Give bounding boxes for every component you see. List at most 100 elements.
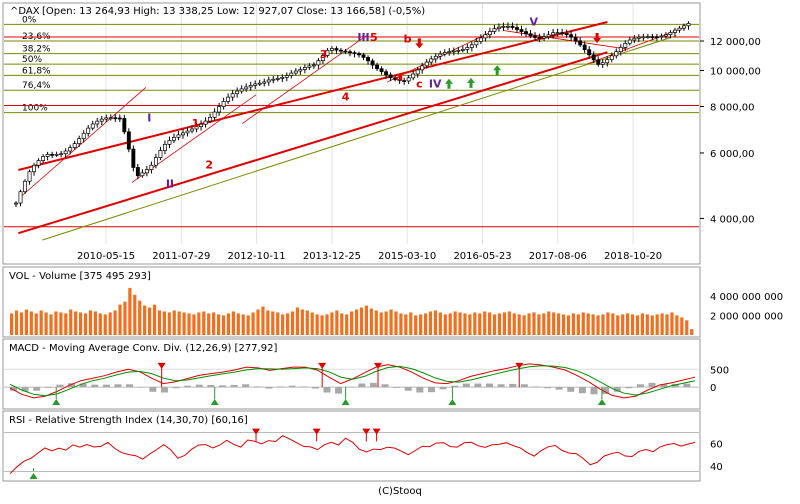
candle-body — [506, 25, 510, 28]
candle-body — [510, 25, 515, 28]
volume-bar — [325, 314, 329, 335]
candle-body — [384, 71, 389, 76]
volume-bar — [571, 313, 576, 335]
candle-body — [27, 171, 32, 182]
buy-triangle-icon — [210, 399, 219, 405]
volume-bar — [83, 313, 88, 335]
candle-body — [172, 136, 176, 141]
candle-body — [122, 118, 127, 133]
volume-bar — [202, 311, 206, 335]
candle-body — [524, 31, 528, 35]
volume-bar — [216, 314, 221, 335]
candle-body — [284, 75, 289, 78]
macd-histogram-bar — [369, 382, 377, 388]
rsi-line — [9, 435, 696, 475]
wave-label: a — [396, 70, 403, 83]
macd-histogram-bar — [10, 387, 17, 391]
candle-body — [393, 77, 398, 80]
macd-histogram-bar — [532, 386, 540, 388]
candle-body — [632, 37, 637, 41]
macd-histogram-bar — [335, 387, 343, 394]
volume-bar — [561, 314, 566, 335]
x-tick-label: 2013-12-25 — [303, 251, 361, 262]
volume-bar — [488, 312, 492, 335]
macd-histogram-bar — [625, 387, 633, 389]
candle-body — [582, 44, 587, 51]
rsi-title: RSI - Relative Strength Index (14,30,70)… — [9, 415, 248, 426]
volume-tick-label: 4 000 000 000 — [710, 292, 783, 303]
macd-histogram-bar — [671, 383, 679, 388]
candle-body — [185, 130, 190, 134]
candle-body — [14, 202, 18, 205]
volume-bar — [502, 312, 507, 335]
macd-histogram-bar — [474, 383, 482, 388]
candle-body — [343, 50, 348, 53]
macd-histogram-bar — [544, 387, 552, 389]
volume-bar — [616, 315, 620, 335]
macd-histogram-bar — [613, 387, 621, 392]
sell-arrow-icon — [593, 33, 602, 44]
y-tick-label: 12 000,00 — [710, 37, 761, 48]
macd-histogram-bar — [44, 387, 52, 388]
candle-body — [402, 80, 407, 82]
volume-bar — [463, 313, 467, 335]
volume-bar — [315, 314, 319, 335]
candle-body — [442, 52, 447, 55]
volume-bar — [266, 310, 270, 335]
candle-body — [176, 134, 181, 138]
buy-triangle-icon — [52, 399, 61, 405]
volume-bar — [172, 310, 176, 335]
candle-body — [456, 50, 461, 52]
candle-body — [379, 68, 384, 73]
candle-body — [654, 36, 659, 38]
candle-body — [528, 33, 533, 37]
candle-body — [519, 29, 524, 32]
macd-histogram-bar — [265, 387, 273, 389]
volume-bar — [611, 313, 615, 335]
sell-triangle-icon — [372, 428, 381, 435]
macd-histogram-bar — [439, 387, 447, 390]
volume-bar — [645, 314, 649, 335]
candle-body — [298, 69, 303, 72]
volume-bar — [147, 307, 152, 335]
macd-histogram-bar — [567, 387, 575, 392]
candle-body — [45, 153, 50, 157]
candle-body — [257, 82, 262, 85]
volume-bar — [345, 314, 349, 335]
macd-histogram-bar — [393, 387, 401, 388]
volume-bar — [10, 313, 14, 335]
volume-bar — [433, 310, 438, 335]
volume-bar — [187, 313, 191, 335]
volume-bar — [39, 310, 43, 335]
candle-body — [18, 191, 23, 204]
candle-body — [32, 164, 37, 173]
volume-bar — [128, 287, 132, 335]
panel-frames — [2, 2, 701, 482]
volume-bar — [78, 312, 83, 335]
volume-bar — [576, 314, 580, 335]
volume-bar — [650, 315, 654, 335]
candle-body — [605, 59, 610, 64]
candle-body — [623, 42, 628, 48]
candle-body — [357, 53, 361, 56]
macd-histogram-bar — [346, 386, 354, 388]
volume-bar — [601, 314, 605, 335]
price-title-ohlc: [Open: 13 264,93 High: 13 338,25 Low: 12… — [42, 6, 425, 17]
candle-body — [600, 62, 605, 65]
candle-body — [153, 157, 158, 166]
volume-bar — [517, 314, 521, 335]
volume-bar — [167, 312, 171, 335]
macd-lines — [9, 363, 696, 399]
candle-body — [302, 67, 307, 70]
volume-bar — [404, 314, 408, 335]
volume-bar — [340, 313, 344, 335]
volume-bar — [552, 312, 556, 335]
candle-body — [578, 40, 583, 46]
candle-body — [293, 70, 298, 74]
volume-axis: 4 000 000 000 2 000 000 000 — [710, 292, 783, 323]
candle-body — [108, 117, 113, 120]
macd-histogram-bar — [79, 383, 87, 388]
candle-body — [280, 77, 285, 79]
candle-body — [104, 117, 109, 120]
wave-label: 5 — [370, 31, 378, 44]
